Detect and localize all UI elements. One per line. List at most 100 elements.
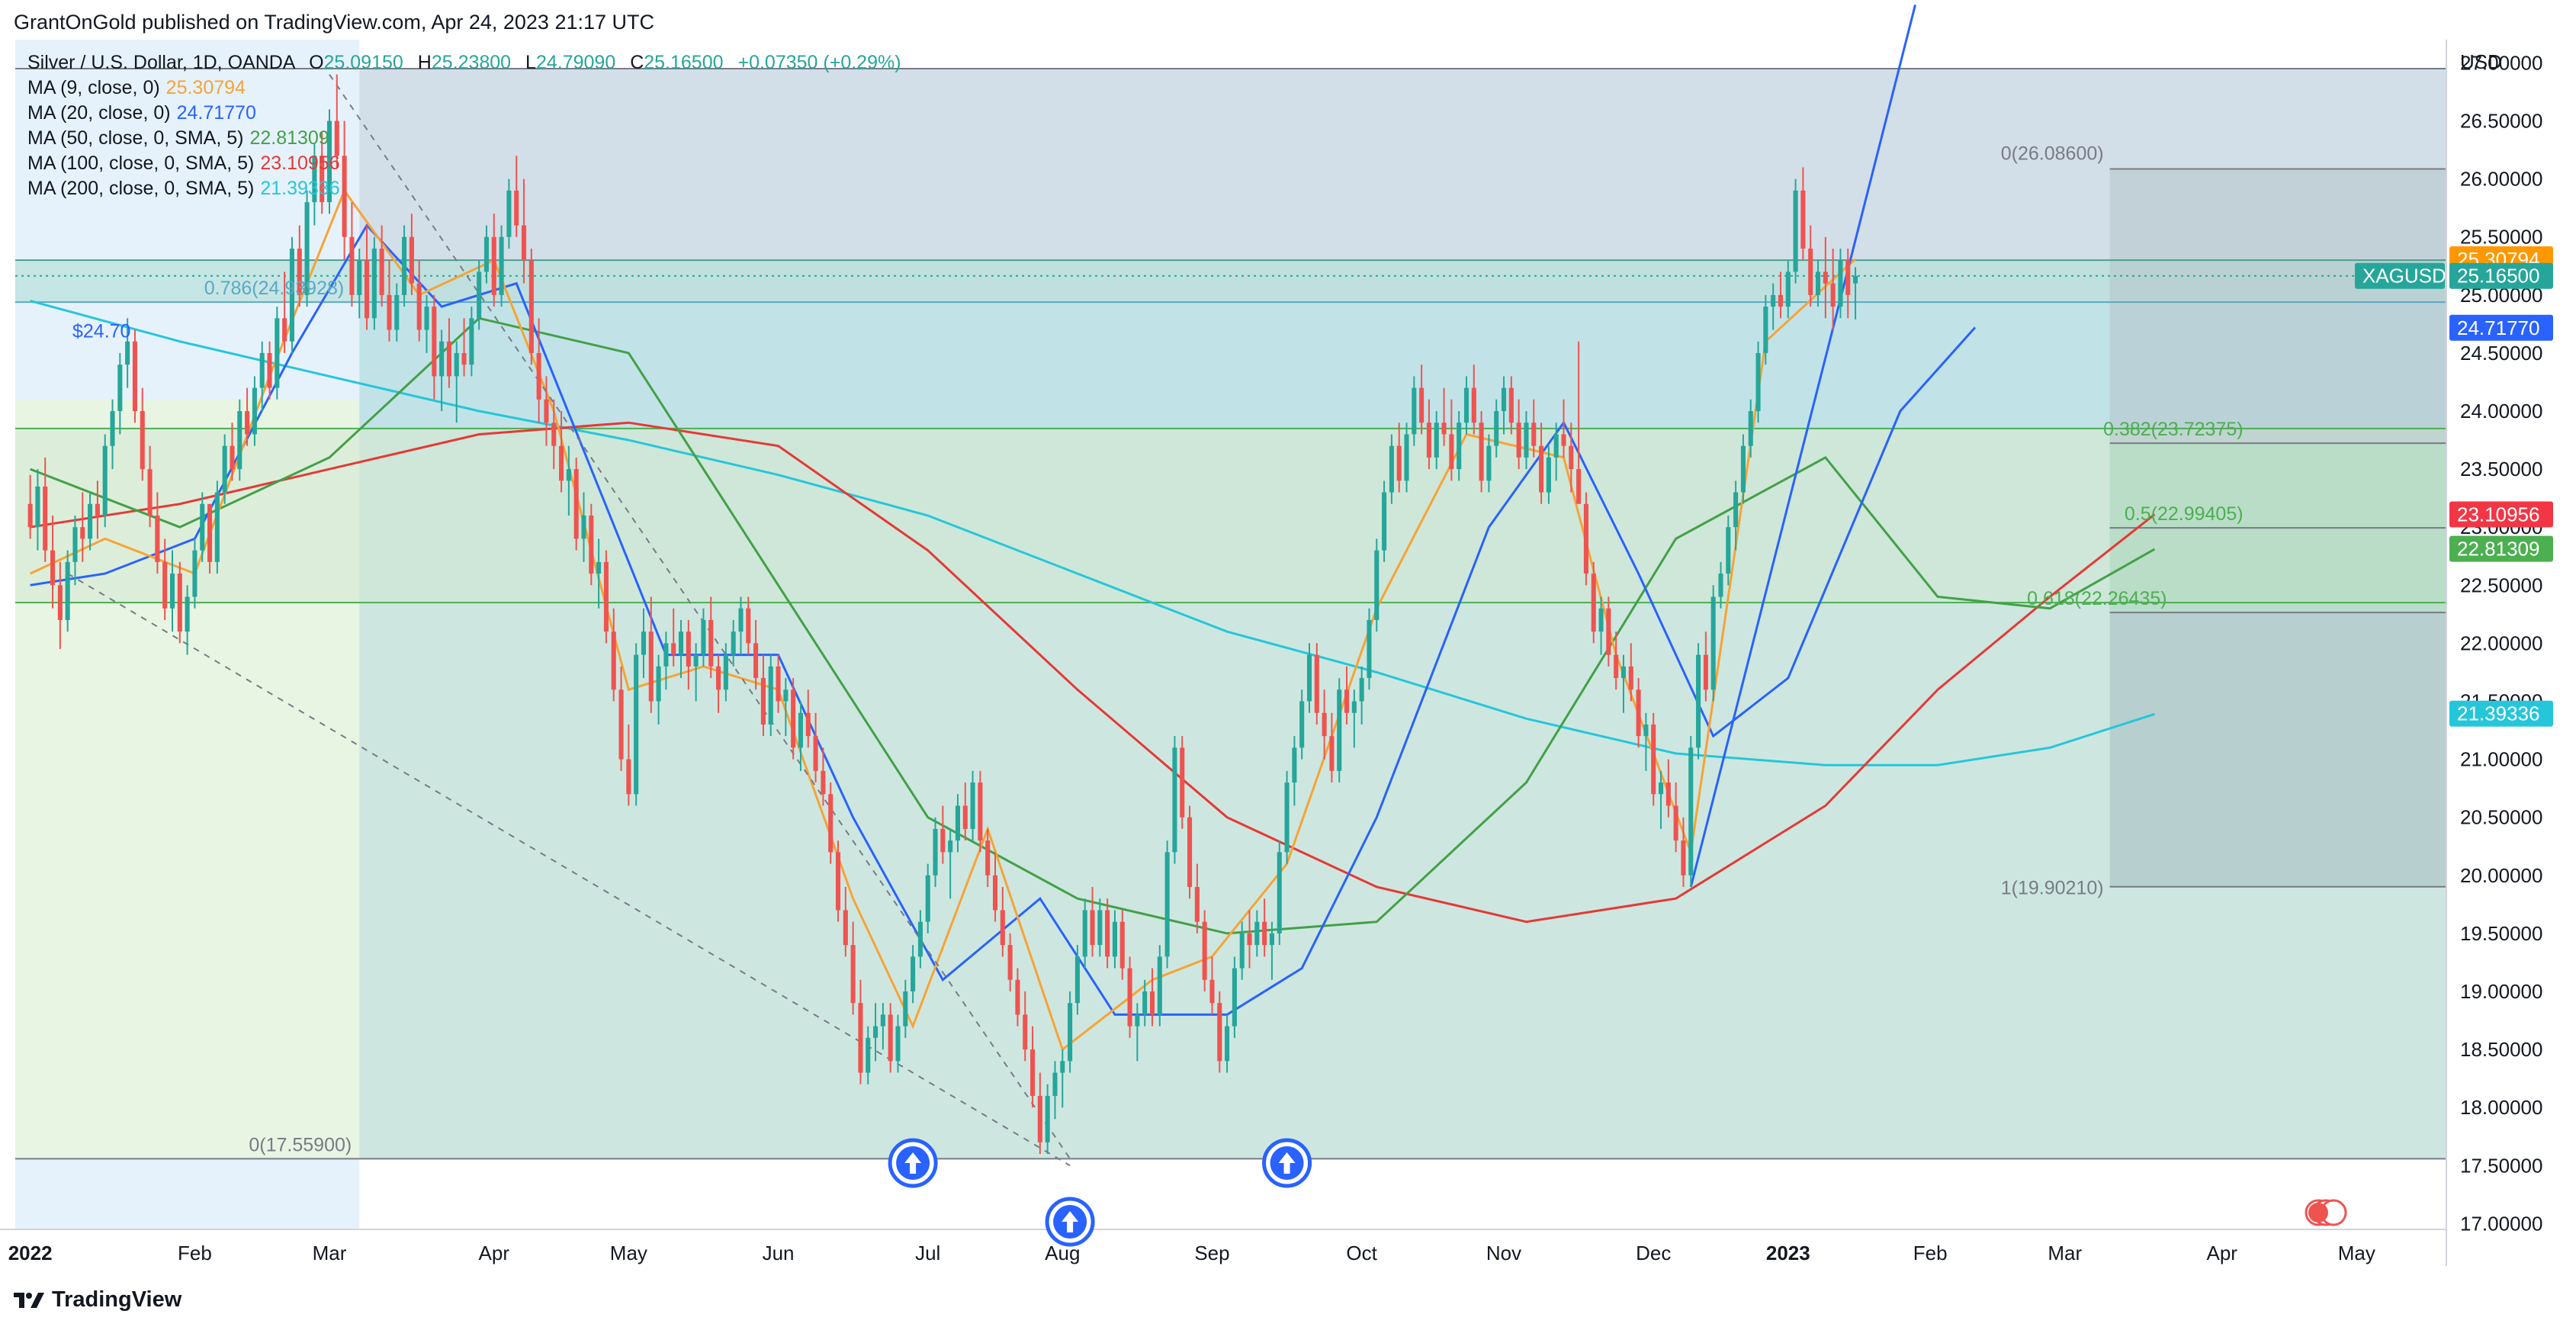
tradingview-logo[interactable]: TradingView [14, 1287, 181, 1313]
candle[interactable] [1673, 782, 1678, 853]
candle[interactable] [1232, 956, 1237, 1038]
candle[interactable] [65, 550, 70, 632]
event-marker[interactable] [1262, 1138, 1312, 1188]
candle[interactable] [1396, 423, 1402, 493]
candle[interactable] [1247, 910, 1252, 969]
candle[interactable] [1501, 376, 1507, 435]
candle[interactable] [1614, 631, 1619, 690]
candle[interactable] [828, 782, 834, 864]
candle[interactable] [297, 225, 302, 307]
candle[interactable] [1382, 480, 1387, 562]
candle[interactable] [589, 503, 594, 586]
candle[interactable] [596, 538, 602, 609]
candle[interactable] [43, 457, 48, 562]
candle[interactable] [1457, 411, 1462, 481]
candle[interactable] [813, 712, 818, 783]
candle[interactable] [185, 585, 190, 655]
candle[interactable] [446, 318, 451, 388]
candle[interactable] [1135, 1003, 1140, 1062]
candle[interactable] [1508, 376, 1514, 435]
candle[interactable] [95, 480, 100, 539]
candle[interactable] [693, 643, 699, 702]
candle[interactable] [304, 190, 310, 307]
candle[interactable] [768, 654, 773, 737]
candle[interactable] [1157, 945, 1162, 1027]
candle[interactable] [409, 214, 414, 295]
ma-row[interactable]: MA (20, close, 0) 24.71770 [27, 101, 901, 126]
candle[interactable] [1292, 736, 1297, 806]
candle[interactable] [641, 608, 647, 679]
candle[interactable] [925, 863, 930, 933]
candle[interactable] [469, 307, 474, 377]
candle[interactable] [1239, 921, 1245, 980]
candle[interactable] [320, 132, 325, 214]
candle[interactable] [1068, 991, 1073, 1073]
candle[interactable] [1149, 968, 1155, 1027]
price-axis[interactable]: USD 17.00000 17.50000 18.00000 18.50000 19.00… [2355, 50, 2553, 1235]
candle[interactable] [1284, 770, 1290, 864]
candle[interactable] [1225, 1014, 1230, 1073]
candle[interactable] [723, 643, 728, 702]
candle[interactable] [1082, 898, 1087, 969]
candle[interactable] [1815, 260, 1821, 307]
candle[interactable] [379, 225, 384, 307]
candle[interactable] [873, 1003, 878, 1062]
candle[interactable] [648, 596, 654, 713]
candle[interactable] [1703, 631, 1708, 702]
candle[interactable] [521, 178, 527, 284]
candle[interactable] [544, 376, 549, 446]
candle[interactable] [791, 678, 796, 760]
candle[interactable] [259, 341, 265, 412]
candle[interactable] [1785, 260, 1791, 319]
candle[interactable] [1187, 805, 1193, 899]
candle[interactable] [738, 596, 744, 655]
candle[interactable] [312, 143, 317, 226]
candle[interactable] [843, 887, 848, 957]
candle[interactable] [1643, 712, 1649, 771]
candle[interactable] [731, 619, 736, 667]
candle[interactable] [955, 794, 961, 853]
candle[interactable] [671, 608, 676, 667]
candle[interactable] [1524, 411, 1529, 470]
candle[interactable] [1808, 225, 1813, 307]
candle[interactable] [1359, 666, 1364, 725]
candle[interactable] [611, 608, 616, 702]
candle[interactable] [895, 1014, 901, 1073]
candle[interactable] [1164, 840, 1170, 969]
candle[interactable] [978, 770, 983, 853]
candle[interactable] [783, 678, 789, 737]
candle[interactable] [573, 457, 579, 551]
candle[interactable] [1576, 341, 1582, 504]
candle[interactable] [1269, 921, 1274, 980]
candle[interactable] [1209, 956, 1215, 1015]
candle[interactable] [1838, 248, 1843, 319]
candle[interactable] [708, 596, 714, 679]
candle[interactable] [626, 724, 631, 806]
candle[interactable] [169, 550, 175, 632]
candle[interactable] [1546, 445, 1551, 504]
us-flag-icon[interactable] [2305, 1199, 2347, 1226]
candle[interactable] [1463, 376, 1469, 435]
candle[interactable] [514, 156, 519, 237]
candle[interactable] [214, 480, 220, 574]
candle[interactable] [162, 538, 168, 620]
candle[interactable] [364, 225, 370, 330]
candle[interactable] [1180, 736, 1185, 829]
candle[interactable] [1718, 561, 1723, 609]
candle[interactable] [618, 666, 624, 771]
candle[interactable] [27, 474, 33, 539]
candle[interactable] [753, 619, 759, 690]
candle[interactable] [1374, 538, 1380, 632]
candle[interactable] [1479, 411, 1484, 493]
symbol-tag[interactable]: XAGUSD [2355, 262, 2446, 289]
candle[interactable] [581, 492, 586, 562]
price-label-badge[interactable]: 23.10956 [2449, 501, 2553, 528]
candle[interactable] [416, 260, 422, 342]
price-label-badge[interactable]: 22.81309 [2449, 535, 2553, 562]
candle[interactable] [1853, 267, 1858, 320]
candle[interactable] [1045, 1084, 1050, 1155]
candle[interactable] [1606, 596, 1611, 667]
candle[interactable] [1740, 434, 1746, 504]
candle[interactable] [1696, 643, 1701, 760]
